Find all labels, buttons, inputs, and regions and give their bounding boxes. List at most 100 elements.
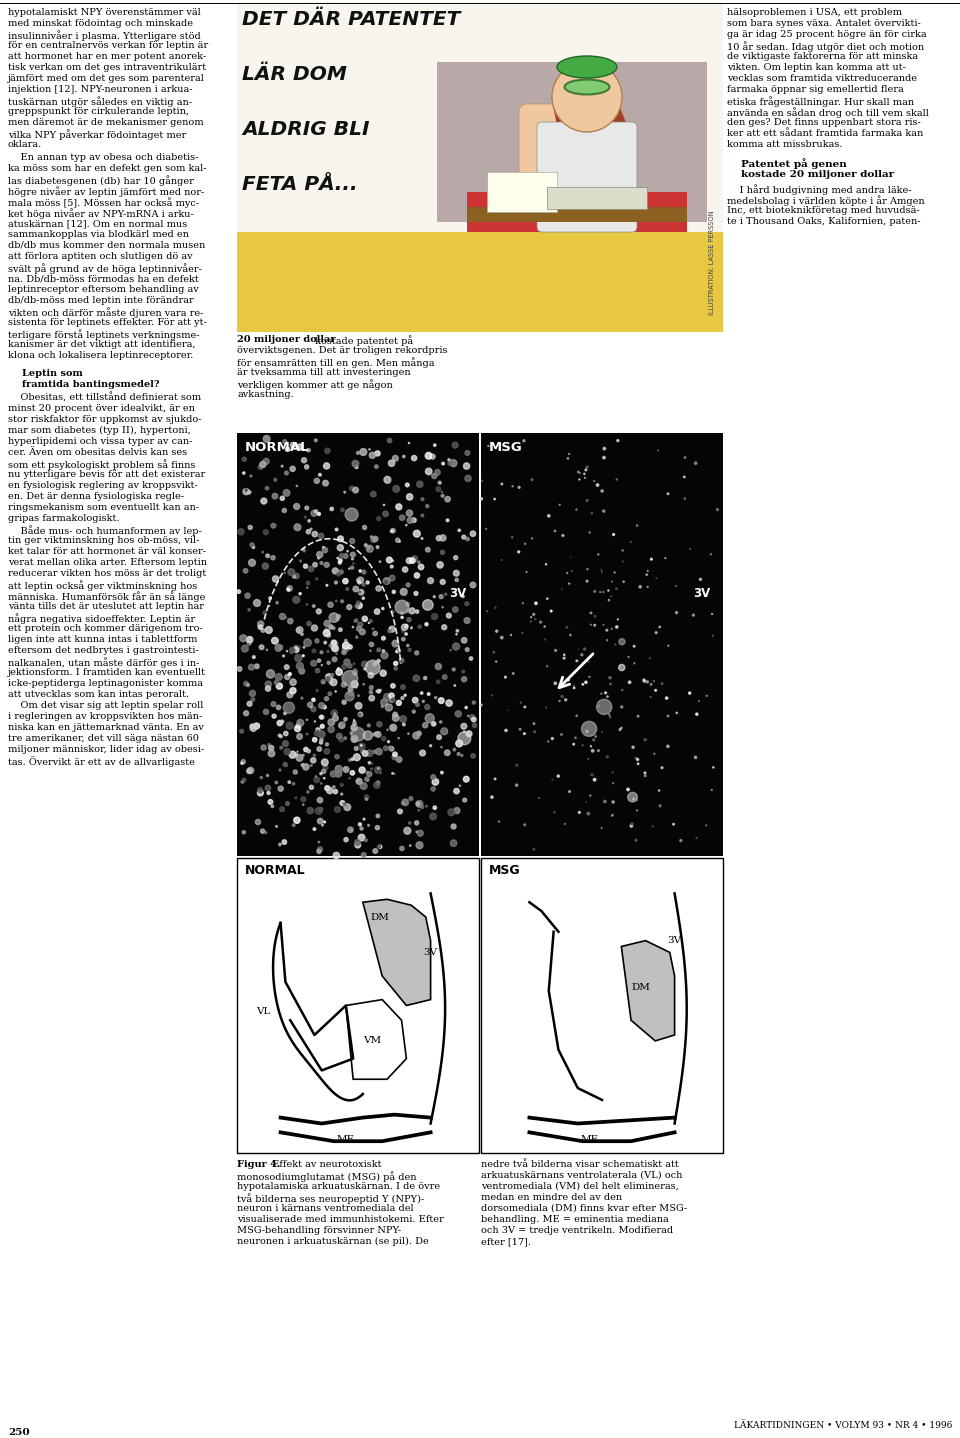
Circle shape xyxy=(364,669,366,670)
Circle shape xyxy=(676,611,678,614)
Text: Inc, ett bioteknikföretag med huvudsä-: Inc, ett bioteknikföretag med huvudsä- xyxy=(727,206,920,216)
Circle shape xyxy=(247,641,252,646)
Circle shape xyxy=(603,447,606,450)
Circle shape xyxy=(451,824,456,828)
Circle shape xyxy=(352,487,358,493)
Circle shape xyxy=(612,814,613,817)
Circle shape xyxy=(356,627,361,631)
Circle shape xyxy=(405,633,407,636)
Circle shape xyxy=(396,756,401,762)
Circle shape xyxy=(340,554,344,558)
Circle shape xyxy=(458,732,470,745)
Circle shape xyxy=(387,557,393,562)
Circle shape xyxy=(320,562,323,565)
Circle shape xyxy=(251,725,256,732)
Circle shape xyxy=(358,590,364,595)
Circle shape xyxy=(282,741,288,746)
Circle shape xyxy=(464,777,469,782)
Circle shape xyxy=(612,533,614,535)
Circle shape xyxy=(375,732,381,738)
Circle shape xyxy=(344,766,348,771)
Circle shape xyxy=(353,754,360,761)
Circle shape xyxy=(265,785,271,791)
Circle shape xyxy=(336,669,343,676)
Circle shape xyxy=(576,660,578,661)
Circle shape xyxy=(632,746,635,748)
Circle shape xyxy=(619,729,621,731)
Text: 3V: 3V xyxy=(449,587,467,600)
Circle shape xyxy=(325,743,328,746)
Circle shape xyxy=(433,595,435,598)
Bar xyxy=(437,62,707,221)
Circle shape xyxy=(307,702,313,707)
Circle shape xyxy=(406,610,410,613)
Text: reducerar vikten hos möss är det troligt: reducerar vikten hos möss är det troligt xyxy=(8,569,206,578)
Circle shape xyxy=(401,696,404,699)
Circle shape xyxy=(290,466,296,472)
Text: cer. Även om obesitas delvis kan ses: cer. Även om obesitas delvis kan ses xyxy=(8,449,187,457)
Text: tin ger viktminskning hos ob-möss, vil-: tin ger viktminskning hos ob-möss, vil- xyxy=(8,536,200,545)
Circle shape xyxy=(591,774,593,777)
Polygon shape xyxy=(346,999,406,1080)
Circle shape xyxy=(412,518,417,522)
Circle shape xyxy=(448,459,450,462)
Circle shape xyxy=(248,608,251,611)
Circle shape xyxy=(651,558,652,559)
Circle shape xyxy=(471,718,476,722)
Circle shape xyxy=(594,624,595,626)
Circle shape xyxy=(426,805,427,807)
Text: jämfört med om det ges som parenteral: jämfört med om det ges som parenteral xyxy=(8,73,204,83)
Circle shape xyxy=(416,802,420,805)
Circle shape xyxy=(505,676,506,679)
Circle shape xyxy=(440,535,446,541)
Circle shape xyxy=(257,789,263,795)
Circle shape xyxy=(241,759,246,764)
Text: tas. Övervikt är ett av de allvarligaste: tas. Övervikt är ett av de allvarligaste xyxy=(8,756,195,766)
Circle shape xyxy=(415,651,419,654)
Circle shape xyxy=(348,687,352,692)
Text: db/db mus kommer den normala musen: db/db mus kommer den normala musen xyxy=(8,242,205,250)
Circle shape xyxy=(439,595,444,598)
Circle shape xyxy=(390,725,396,731)
Circle shape xyxy=(407,644,409,647)
Circle shape xyxy=(375,825,379,830)
Circle shape xyxy=(377,846,380,848)
Text: insulinnivåer i plasma. Ytterligare stöd: insulinnivåer i plasma. Ytterligare stöd xyxy=(8,30,201,40)
Circle shape xyxy=(446,613,451,618)
Circle shape xyxy=(329,613,339,623)
Circle shape xyxy=(540,621,541,623)
Circle shape xyxy=(290,679,297,686)
Circle shape xyxy=(251,697,254,702)
Circle shape xyxy=(319,533,324,539)
Circle shape xyxy=(359,713,361,716)
Circle shape xyxy=(494,778,495,779)
Circle shape xyxy=(257,788,263,792)
Circle shape xyxy=(346,508,358,521)
Circle shape xyxy=(328,719,335,726)
Text: 250: 250 xyxy=(8,1428,30,1437)
Text: framtida bantingsmedel?: framtida bantingsmedel? xyxy=(22,380,159,390)
Circle shape xyxy=(358,743,365,749)
Circle shape xyxy=(365,798,368,801)
Circle shape xyxy=(607,756,609,758)
Text: tisk verkan om det ges intraventrikulärt: tisk verkan om det ges intraventrikulärt xyxy=(8,63,206,72)
Circle shape xyxy=(505,729,507,732)
Circle shape xyxy=(251,723,255,729)
Circle shape xyxy=(300,561,301,562)
Text: DM: DM xyxy=(371,913,389,922)
Circle shape xyxy=(312,699,315,702)
Circle shape xyxy=(250,690,255,696)
Circle shape xyxy=(596,483,599,486)
Circle shape xyxy=(328,726,334,732)
Circle shape xyxy=(531,479,533,480)
Circle shape xyxy=(306,529,310,533)
Circle shape xyxy=(304,516,306,518)
Circle shape xyxy=(302,764,309,769)
Circle shape xyxy=(453,748,456,751)
Text: mar som diabetes (typ II), hypertoni,: mar som diabetes (typ II), hypertoni, xyxy=(8,426,191,436)
Circle shape xyxy=(584,649,586,650)
Text: Obesitas, ett tillstånd definierat som: Obesitas, ett tillstånd definierat som xyxy=(8,393,202,403)
Circle shape xyxy=(470,754,475,758)
Circle shape xyxy=(283,440,287,444)
Text: att hormonet har en mer potent anorek-: att hormonet har en mer potent anorek- xyxy=(8,52,206,60)
